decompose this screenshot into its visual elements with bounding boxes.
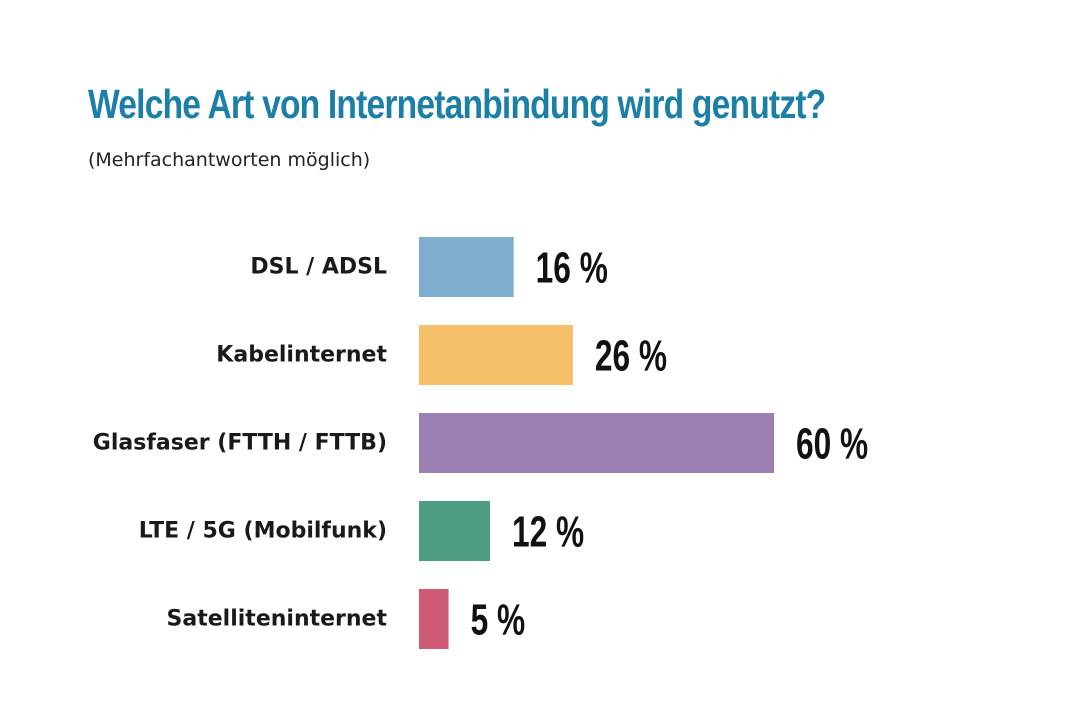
category-label-lte-5g-mobilfunk: LTE / 5G (Mobilfunk) <box>139 519 387 544</box>
value-label-kabelinternet: 26 % <box>595 331 667 380</box>
value-label-glasfaser-ftth-fttb: 60 % <box>796 419 868 468</box>
bar-satelliteninternet <box>419 589 449 649</box>
bar-lte-5g-mobilfunk <box>419 501 490 561</box>
bars-group <box>419 237 774 649</box>
category-label-glasfaser-ftth-fttb: Glasfaser (FTTH / FTTB) <box>93 431 387 456</box>
category-labels-group: DSL / ADSL Kabelinternet Glasfaser (FTTH /… <box>93 255 388 632</box>
category-label-dsl-adsl: DSL / ADSL <box>250 255 387 280</box>
chart-title: Welche Art von Internetanbindung wird ge… <box>88 81 826 127</box>
category-label-satelliteninternet: Satelliteninternet <box>167 607 388 632</box>
value-label-lte-5g-mobilfunk: 12 % <box>512 507 584 556</box>
category-label-kabelinternet: Kabelinternet <box>216 343 387 368</box>
value-label-satelliteninternet: 5 % <box>471 595 526 644</box>
bar-kabelinternet <box>419 325 573 385</box>
value-labels-group: 16 % 26 % 60 % 12 % 5 % <box>471 243 869 644</box>
chart-subtitle: (Mehrfachantworten möglich) <box>88 149 371 171</box>
value-label-dsl-adsl: 16 % <box>536 243 608 292</box>
bar-glasfaser-ftth-fttb <box>419 413 774 473</box>
bar-dsl-adsl <box>419 237 514 297</box>
